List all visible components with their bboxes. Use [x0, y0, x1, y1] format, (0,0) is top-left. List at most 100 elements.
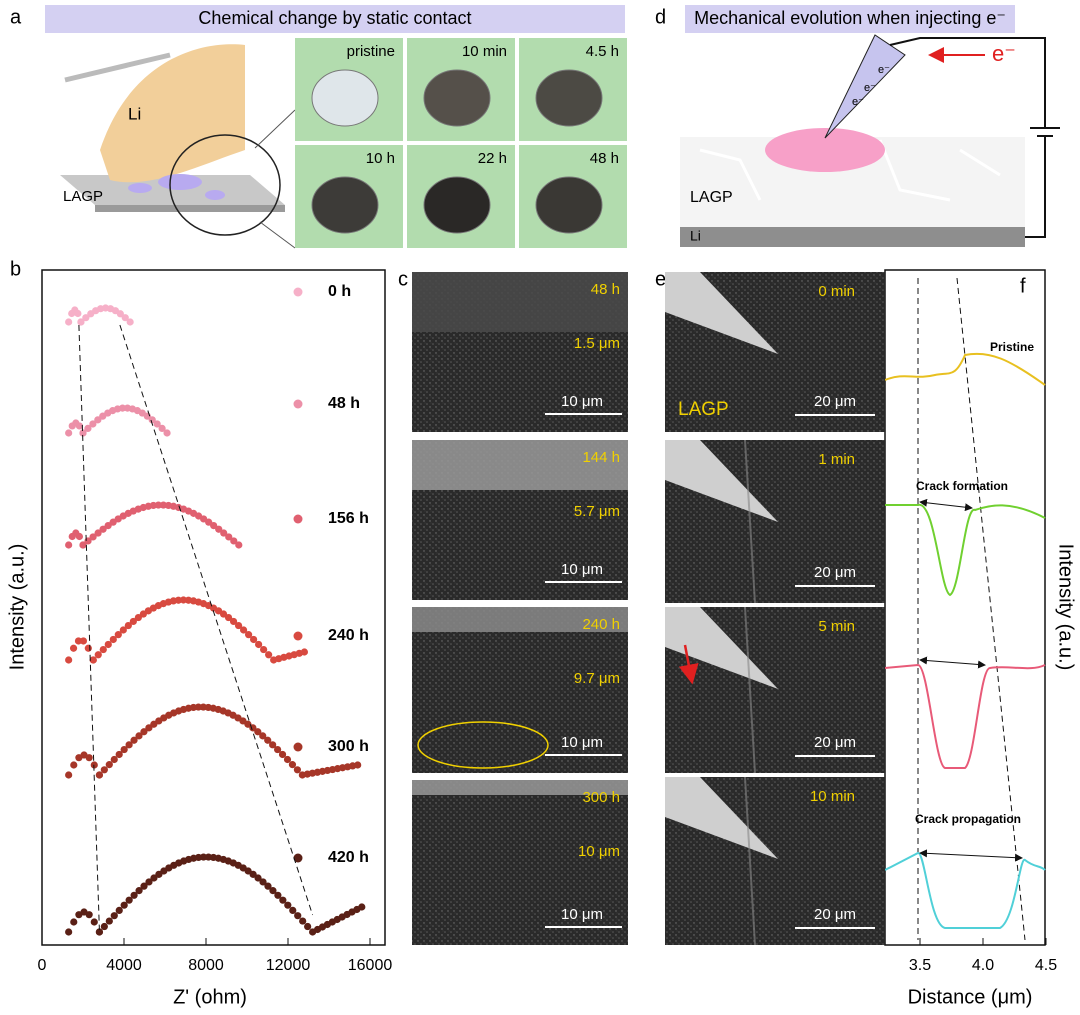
point [65, 656, 73, 664]
x-tick-label: 0 [38, 957, 47, 974]
sem-top [412, 780, 628, 795]
li-layer [680, 227, 1025, 247]
red-arrow [678, 644, 699, 685]
point [205, 518, 213, 526]
point [220, 529, 228, 537]
point [82, 314, 90, 322]
point [104, 640, 112, 649]
width-arrow [919, 498, 973, 512]
thickness-label: 10 μm [578, 843, 620, 860]
lagp-label: LAGP [690, 189, 733, 206]
point [129, 617, 137, 626]
point [244, 720, 252, 728]
point [235, 541, 243, 549]
pellet [535, 176, 603, 234]
photo-label: 48 h [590, 150, 619, 167]
annotation: Crack propagation [915, 812, 1021, 826]
point [293, 766, 301, 774]
photo-label: 4.5 h [586, 43, 619, 60]
crack [744, 776, 756, 946]
point [140, 882, 148, 890]
banner [685, 5, 1015, 33]
legend-dot [293, 514, 303, 524]
profile [884, 851, 1046, 929]
scale-label: 20 μm [814, 734, 856, 751]
point [194, 703, 202, 711]
point [116, 310, 124, 318]
guide-line [78, 324, 100, 931]
point [260, 645, 268, 654]
point [95, 928, 103, 936]
point [250, 635, 258, 644]
panel-label: f [1020, 275, 1026, 297]
point [110, 912, 118, 920]
point [299, 917, 307, 925]
sem-top [412, 607, 628, 632]
pellet [311, 176, 379, 234]
guide-line [956, 277, 1026, 941]
point [135, 732, 143, 740]
point [105, 917, 113, 925]
point [269, 741, 277, 749]
time-label: 1 min [818, 451, 855, 468]
point [265, 651, 273, 659]
profile [884, 352, 1046, 386]
pellet [423, 69, 491, 127]
x-tick-label: 8000 [188, 957, 224, 974]
point [199, 853, 208, 861]
point [120, 745, 128, 754]
point [158, 424, 166, 433]
legend-label: 48 h [328, 395, 360, 412]
point [84, 424, 92, 433]
spot [158, 174, 202, 190]
point [274, 745, 282, 754]
point [75, 422, 84, 430]
point [77, 318, 85, 326]
spot [205, 190, 225, 200]
lagp-label: LAGP [63, 188, 103, 205]
point [294, 912, 302, 920]
lagp-slab [60, 175, 285, 205]
point [115, 750, 123, 759]
scale-label: 10 μm [561, 734, 603, 751]
scale-label: 20 μm [814, 564, 856, 581]
probe-tip [665, 777, 778, 859]
point [269, 887, 277, 895]
point [229, 617, 238, 626]
scale-label: 10 μm [561, 906, 603, 923]
point [288, 761, 297, 769]
sem-image [412, 780, 628, 945]
x-tick-label: 3.5 [909, 957, 931, 974]
tip-electron: e⁻ [864, 82, 876, 94]
point [153, 420, 161, 428]
point [264, 882, 272, 890]
point [283, 755, 292, 764]
point [65, 318, 73, 326]
series [65, 703, 362, 779]
scale-label: 20 μm [814, 906, 856, 923]
point [239, 626, 248, 634]
zoom-circle [169, 134, 281, 236]
point [259, 878, 267, 886]
point [79, 637, 88, 645]
thickness-label: 9.7 μm [574, 670, 620, 687]
crack [744, 606, 756, 774]
guide-line [119, 324, 314, 916]
point [65, 771, 73, 779]
sem-top [412, 440, 628, 490]
legend-label: 300 h [328, 738, 369, 755]
panel-label: b [10, 258, 21, 280]
point [89, 533, 97, 541]
thickness-label: 1.5 μm [574, 335, 620, 352]
banner-title: Mechanical evolution when injecting e⁻ [694, 8, 1006, 28]
width-arrow [919, 849, 1023, 862]
point [125, 896, 133, 904]
point [74, 637, 83, 645]
point [119, 626, 127, 634]
spot [128, 183, 152, 193]
time-label: 10 min [810, 788, 855, 805]
point [249, 870, 257, 878]
point [230, 537, 238, 545]
scale-label: 10 μm [561, 393, 603, 410]
